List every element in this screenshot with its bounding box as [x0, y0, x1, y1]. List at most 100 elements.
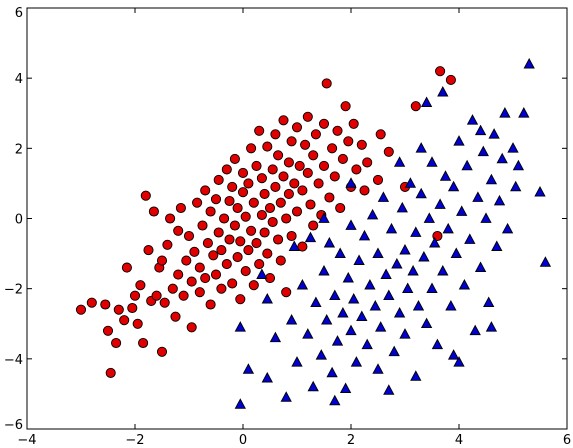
data-point-triangle: [426, 282, 438, 294]
data-point-triangle: [518, 107, 530, 118]
data-point-circle: [235, 294, 246, 305]
data-point-circle: [262, 248, 273, 259]
data-point-circle: [372, 174, 384, 185]
data-point-circle: [264, 202, 276, 214]
data-point-triangle: [485, 173, 498, 185]
data-point-circle: [262, 141, 273, 152]
data-point-circle: [200, 273, 211, 284]
data-point-circle: [173, 225, 184, 236]
data-point-circle: [329, 171, 340, 182]
data-point-circle: [283, 157, 294, 168]
data-point-triangle: [350, 356, 363, 367]
data-point-circle: [343, 136, 354, 147]
data-point-circle: [148, 206, 159, 217]
data-point-circle: [100, 299, 111, 310]
data-point-circle: [205, 299, 216, 310]
data-point-triangle: [453, 356, 465, 367]
data-point-triangle: [445, 300, 457, 311]
y-tick-label: 4: [15, 72, 23, 87]
data-point-circle: [156, 255, 168, 266]
data-point-circle: [219, 213, 230, 224]
data-point-circle: [305, 199, 316, 210]
data-point-circle: [138, 337, 149, 349]
data-point-circle: [248, 197, 259, 208]
data-point-circle: [283, 188, 294, 199]
data-point-circle: [251, 160, 262, 171]
data-point-circle: [210, 269, 222, 280]
data-point-triangle: [380, 268, 392, 279]
data-point-circle: [286, 230, 297, 242]
data-point-triangle: [353, 254, 365, 265]
y-tick-label: −2: [4, 283, 23, 298]
ticks-layer: [26, 7, 568, 430]
data-point-triangle: [261, 371, 273, 383]
data-point-circle: [321, 78, 332, 89]
data-point-circle: [162, 239, 173, 250]
data-point-circle: [167, 283, 178, 294]
data-point-circle: [375, 129, 386, 140]
data-point-circle: [221, 164, 232, 175]
data-point-triangle: [474, 261, 487, 272]
data-point-triangle: [315, 349, 327, 360]
data-point-circle: [273, 150, 284, 161]
data-point-triangle: [385, 222, 398, 234]
data-point-triangle: [358, 229, 371, 241]
data-point-circle: [256, 209, 267, 221]
data-point-triangle: [429, 236, 441, 248]
data-point-triangle: [364, 279, 376, 290]
data-point-triangle: [507, 142, 519, 153]
data-point-circle: [111, 337, 122, 349]
data-point-circle: [229, 153, 240, 164]
data-point-triangle: [442, 222, 454, 234]
data-point-circle: [291, 122, 303, 133]
data-point-circle: [127, 302, 138, 314]
data-point-circle: [351, 164, 362, 175]
data-point-circle: [221, 259, 232, 270]
data-point-circle: [340, 101, 351, 112]
series-1: [234, 57, 552, 409]
data-point-triangle: [512, 159, 525, 171]
data-point-triangle: [453, 135, 465, 146]
data-point-circle: [224, 195, 235, 207]
data-point-circle: [227, 181, 238, 192]
data-point-triangle: [310, 296, 322, 308]
data-point-circle: [251, 238, 262, 249]
data-point-circle: [254, 125, 265, 136]
data-point-triangle: [234, 398, 246, 409]
data-point-circle: [194, 262, 205, 273]
data-point-circle: [232, 252, 243, 263]
data-point-circle: [308, 150, 319, 161]
data-point-triangle: [337, 307, 349, 318]
data-point-triangle: [488, 128, 500, 139]
data-point-circle: [267, 216, 278, 228]
data-point-circle: [435, 66, 446, 77]
y-tick-label: 2: [15, 142, 23, 157]
data-point-circle: [318, 160, 330, 171]
data-point-triangle: [361, 338, 373, 350]
data-point-triangle: [234, 321, 246, 332]
data-point-circle: [205, 206, 216, 217]
data-point-triangle: [261, 293, 273, 304]
x-tick-label: 4: [455, 433, 463, 448]
data-point-triangle: [437, 86, 449, 97]
data-point-circle: [159, 297, 170, 308]
x-tick-label: −2: [125, 433, 144, 448]
data-point-circle: [232, 202, 243, 214]
data-point-triangle: [415, 142, 427, 153]
data-point-triangle: [356, 310, 368, 322]
data-point-triangle: [345, 219, 357, 230]
data-point-triangle: [485, 321, 498, 332]
data-point-circle: [213, 174, 224, 185]
data-point-circle: [281, 287, 292, 298]
data-point-circle: [294, 160, 305, 171]
y-tick-label: −6: [4, 418, 23, 433]
data-point-circle: [119, 315, 130, 326]
data-point-triangle: [366, 208, 379, 220]
data-point-triangle: [242, 363, 255, 374]
data-point-triangle: [323, 236, 336, 248]
data-point-triangle: [410, 226, 422, 237]
data-point-circle: [281, 213, 292, 224]
data-point-triangle: [396, 201, 408, 213]
data-point-circle: [243, 178, 254, 189]
